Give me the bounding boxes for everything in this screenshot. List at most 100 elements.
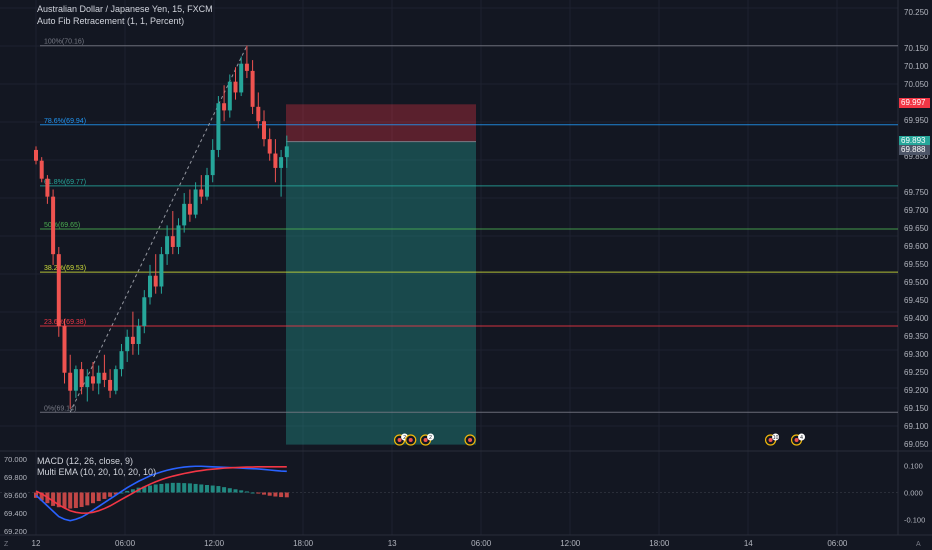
event-count: 10 — [773, 435, 779, 441]
candle-body — [227, 81, 232, 111]
macd-line — [35, 465, 287, 522]
time-axis-label: 12:00 — [204, 539, 225, 548]
macd-histogram-bar — [284, 492, 289, 498]
candle-body — [45, 178, 50, 197]
candle-body — [176, 225, 181, 247]
candle-body — [210, 149, 215, 176]
candle-body — [170, 236, 175, 247]
candle-body — [267, 139, 272, 154]
macd-histogram-bar — [39, 492, 44, 501]
event-flag-icon[interactable]: 10 — [764, 433, 780, 446]
macd-histogram-bar — [130, 489, 135, 493]
candle-body — [96, 372, 101, 384]
candle-body — [79, 369, 84, 388]
macd-pane[interactable]: 70.000 69.800 69.600 69.400 69.200 0.100 0.000… — [0, 455, 925, 536]
candle-body — [130, 336, 135, 344]
macd-histogram-bar — [51, 492, 56, 506]
short-position-tool[interactable] — [286, 104, 476, 445]
macd-histogram-bar — [68, 492, 73, 509]
candle-body — [216, 103, 221, 150]
event-flag-icon[interactable]: 4 — [790, 433, 806, 446]
macd-histogram-bar — [262, 492, 266, 495]
candle-body — [193, 189, 198, 215]
fib-level-label: 100%(70.16) — [44, 39, 84, 46]
price-axis-label: 69.300 — [904, 349, 929, 359]
ema-scale-label: 69.400 — [4, 509, 27, 518]
time-axis-label: 12 — [32, 539, 41, 548]
last-price-badge: 69.888 — [899, 145, 930, 155]
price-axis-label: 69.200 — [904, 385, 929, 395]
macd-histogram-bar — [239, 490, 244, 493]
ema-scale-label: 69.800 — [4, 473, 27, 482]
time-axis-label: 14 — [744, 539, 753, 548]
time-axis-label: 18:00 — [649, 539, 670, 548]
macd-scale-label: 0.100 — [904, 462, 923, 471]
ema-scale-label: 70.000 — [4, 455, 27, 464]
event-flag-dot — [408, 438, 413, 442]
macd-histogram-bar — [170, 482, 175, 493]
macd-histogram-bar — [233, 489, 238, 493]
candle-body — [262, 121, 266, 140]
price-axis-label: 69.550 — [904, 259, 929, 269]
candle-body — [153, 275, 158, 287]
fib-level-label: 61.8%(69.77) — [44, 179, 86, 186]
macd-histogram-bar — [193, 483, 198, 493]
event-flag-icon[interactable]: 2 — [419, 433, 435, 446]
time-axis-label: 06:00 — [827, 539, 848, 548]
price-axis-label: 70.250 — [904, 8, 929, 18]
macd-histogram-bar — [108, 492, 113, 497]
timezone-button[interactable]: Z — [4, 541, 9, 548]
candle-body — [39, 160, 44, 179]
ema-title: Multi EMA (10, 20, 10, 20, 10) — [37, 467, 157, 477]
candle-body — [250, 70, 255, 107]
macd-histogram-bar — [187, 483, 192, 493]
event-flag-dot — [768, 438, 773, 442]
auto-scale-button[interactable]: A — [916, 541, 921, 548]
entry-price-badge: 69.893 — [899, 136, 930, 146]
macd-scale-label: -0.100 — [904, 515, 925, 524]
macd-histogram-bar — [102, 492, 107, 499]
event-count: 4 — [800, 435, 803, 441]
price-axis-label: 70.100 — [904, 62, 929, 72]
macd-histogram-bar — [62, 492, 67, 509]
macd-histogram-bar — [227, 488, 232, 493]
macd-histogram-bar — [182, 483, 187, 493]
time-axis[interactable]: 12 06:00 12:00 18:00 13 06:00 12:00 18:00 14 06:0… — [4, 539, 921, 548]
economic-events[interactable]: 2 2 10 4 — [393, 433, 806, 446]
candle-body — [182, 203, 187, 226]
candlestick-series[interactable] — [34, 45, 289, 409]
price-axis-label: 69.750 — [904, 188, 929, 198]
macd-histogram-bar — [222, 487, 227, 493]
fib-level-label: 78.6%(69.94) — [44, 118, 86, 125]
macd-histogram-bar — [267, 492, 272, 496]
macd-histogram-bar — [125, 490, 130, 493]
candle-body — [119, 351, 124, 370]
fib-retracement[interactable]: 100%(70.16) 78.6%(69.94) 61.8%(69.77) 50%(6… — [40, 39, 898, 413]
event-flag-icon[interactable]: 2 — [393, 433, 409, 446]
macd-histogram-bar — [210, 485, 215, 493]
macd-scale-label: 0.000 — [904, 489, 923, 498]
macd-histogram-bar — [250, 492, 255, 494]
macd-histogram-bar — [148, 485, 152, 493]
event-count-bubble — [772, 433, 780, 441]
symbol-title: Australian Dollar / Japanese Yen, 15, FX… — [37, 4, 213, 14]
ema-scale-label: 69.200 — [4, 527, 27, 536]
macd-title: MACD (12, 26, close, 9) — [37, 456, 134, 466]
event-flag-icon[interactable] — [405, 434, 417, 446]
candle-body — [187, 203, 192, 215]
macd-histogram-bar — [73, 492, 78, 509]
candle-body — [165, 236, 170, 255]
fib-trend-dashed-line — [69, 45, 248, 413]
candle-body — [51, 196, 56, 255]
macd-histogram-bar — [199, 484, 204, 493]
candle-body — [199, 189, 204, 197]
candle-body — [73, 369, 78, 391]
fib-trend-line — [69, 45, 248, 413]
take-profit-zone — [286, 141, 476, 445]
event-flag-dot — [468, 438, 473, 442]
candle-body — [62, 326, 67, 373]
event-flag-icon[interactable] — [464, 434, 476, 446]
price-axis-label: 69.700 — [904, 206, 929, 216]
